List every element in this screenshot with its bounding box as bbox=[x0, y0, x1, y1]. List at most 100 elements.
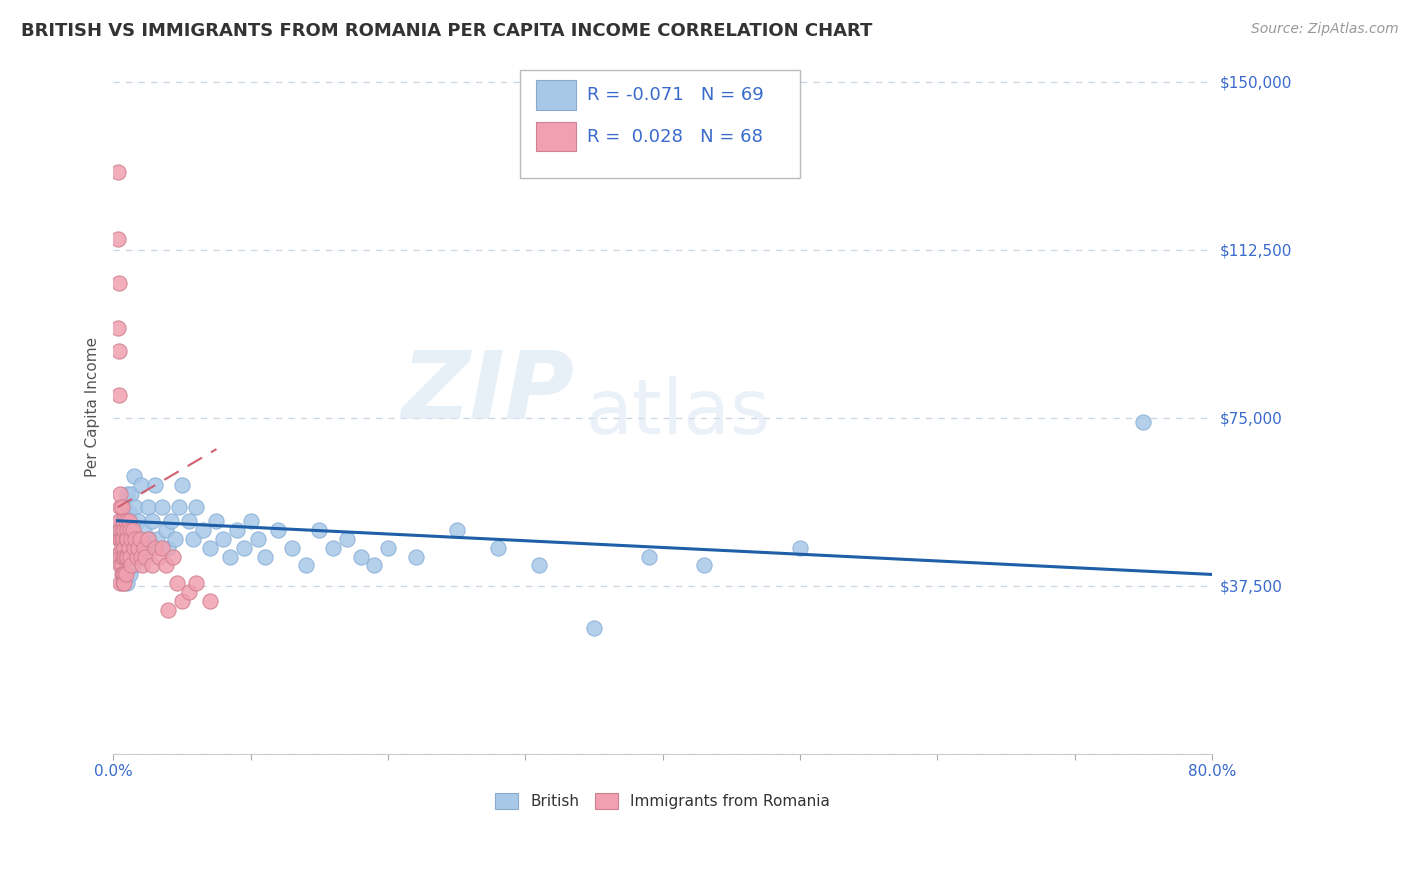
Point bbox=[789, 541, 811, 555]
Point bbox=[114, 500, 136, 515]
Point bbox=[232, 541, 254, 555]
Point bbox=[124, 532, 146, 546]
Point bbox=[120, 487, 142, 501]
Point bbox=[693, 558, 716, 573]
Point bbox=[198, 541, 221, 555]
FancyBboxPatch shape bbox=[520, 70, 800, 178]
Point bbox=[111, 541, 134, 555]
Point bbox=[336, 532, 359, 546]
Point bbox=[117, 505, 139, 519]
Point bbox=[172, 594, 194, 608]
Point bbox=[114, 523, 136, 537]
Point bbox=[132, 523, 155, 537]
Point bbox=[117, 541, 139, 555]
Point bbox=[112, 567, 135, 582]
Point bbox=[117, 541, 139, 555]
Point bbox=[120, 558, 142, 573]
Point bbox=[165, 532, 187, 546]
Point bbox=[110, 487, 132, 501]
FancyBboxPatch shape bbox=[536, 80, 576, 110]
Point bbox=[112, 514, 135, 528]
Point bbox=[349, 549, 371, 564]
Point bbox=[118, 567, 141, 582]
Point bbox=[141, 514, 163, 528]
Point bbox=[108, 532, 131, 546]
Point bbox=[191, 523, 214, 537]
Point bbox=[108, 343, 131, 358]
Point bbox=[405, 549, 427, 564]
Point bbox=[108, 277, 131, 291]
Point bbox=[115, 532, 138, 546]
Point bbox=[111, 558, 134, 573]
Point bbox=[115, 558, 138, 573]
Point bbox=[117, 514, 139, 528]
Point bbox=[111, 532, 134, 546]
Point bbox=[111, 523, 134, 537]
Point bbox=[143, 541, 166, 555]
Point bbox=[125, 532, 148, 546]
Point bbox=[110, 500, 132, 515]
Point bbox=[281, 541, 304, 555]
Point bbox=[160, 514, 183, 528]
Point bbox=[132, 541, 155, 555]
Point bbox=[150, 541, 173, 555]
Point bbox=[205, 514, 228, 528]
Point bbox=[527, 558, 550, 573]
Point bbox=[107, 321, 129, 335]
Point bbox=[363, 558, 385, 573]
Text: Source: ZipAtlas.com: Source: ZipAtlas.com bbox=[1251, 22, 1399, 37]
Text: atlas: atlas bbox=[586, 376, 770, 450]
Point bbox=[267, 523, 290, 537]
Point bbox=[125, 549, 148, 564]
Point bbox=[108, 514, 131, 528]
Text: BRITISH VS IMMIGRANTS FROM ROMANIA PER CAPITA INCOME CORRELATION CHART: BRITISH VS IMMIGRANTS FROM ROMANIA PER C… bbox=[21, 22, 873, 40]
Point bbox=[114, 576, 136, 591]
Point bbox=[108, 388, 131, 402]
Point bbox=[115, 549, 138, 564]
Point bbox=[122, 558, 145, 573]
Point bbox=[166, 576, 188, 591]
Point bbox=[136, 532, 159, 546]
Point bbox=[110, 549, 132, 564]
Text: R = -0.071   N = 69: R = -0.071 N = 69 bbox=[586, 86, 763, 104]
Point bbox=[155, 558, 177, 573]
Point bbox=[1132, 415, 1154, 429]
Point bbox=[110, 558, 132, 573]
Point bbox=[136, 500, 159, 515]
Point bbox=[128, 532, 150, 546]
Text: ZIP: ZIP bbox=[402, 347, 575, 439]
Point bbox=[115, 549, 138, 564]
Point bbox=[107, 164, 129, 178]
Point bbox=[582, 621, 605, 635]
Point bbox=[155, 523, 177, 537]
Point bbox=[177, 585, 200, 599]
Point bbox=[184, 576, 207, 591]
Point bbox=[129, 549, 152, 564]
Point bbox=[115, 532, 138, 546]
Point bbox=[115, 532, 138, 546]
Point bbox=[110, 576, 132, 591]
Point bbox=[122, 541, 145, 555]
Point bbox=[122, 469, 145, 483]
Point bbox=[446, 523, 468, 537]
Point bbox=[110, 514, 132, 528]
Point bbox=[134, 549, 156, 564]
Point bbox=[219, 549, 242, 564]
Point bbox=[114, 545, 136, 559]
Point bbox=[118, 549, 141, 564]
Point bbox=[107, 232, 129, 246]
Point bbox=[131, 558, 153, 573]
Point bbox=[138, 532, 160, 546]
Point bbox=[112, 532, 135, 546]
Point bbox=[114, 541, 136, 555]
Point bbox=[212, 532, 235, 546]
Point bbox=[118, 523, 141, 537]
Point bbox=[150, 500, 173, 515]
Text: R =  0.028   N = 68: R = 0.028 N = 68 bbox=[586, 128, 763, 145]
Point bbox=[638, 549, 661, 564]
Point bbox=[111, 500, 134, 515]
Point bbox=[177, 514, 200, 528]
Point bbox=[157, 541, 180, 555]
Point bbox=[118, 514, 141, 528]
Point bbox=[121, 523, 143, 537]
